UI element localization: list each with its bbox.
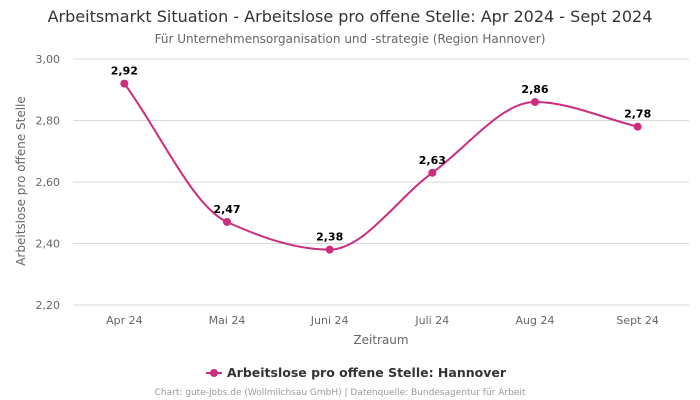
data-point[interactable] [325, 245, 334, 254]
series-line [123, 83, 638, 251]
data-label: 2,38 [316, 231, 343, 244]
x-tick-label: Juni 24 [310, 314, 349, 327]
data-point[interactable] [223, 217, 231, 226]
chart-title: Arbeitsmarkt Situation - Arbeitslose pro… [48, 7, 653, 26]
data-point[interactable] [120, 79, 129, 88]
data-label: 2,92 [111, 65, 138, 78]
series-hannover [120, 79, 642, 254]
data-point[interactable] [531, 98, 539, 107]
y-tick-label: 3,00 [36, 53, 61, 66]
x-tick-label: Juli 24 [414, 314, 449, 327]
y-axis-ticks: 2,20 2,40 2,60 2,80 3,00 [36, 53, 61, 312]
y-tick-label: 2,20 [36, 299, 61, 312]
data-label: 2,63 [419, 154, 446, 167]
legend-item-hannover[interactable]: Arbeitslose pro offene Stelle: Hannover [227, 365, 507, 380]
y-tick-label: 2,80 [36, 115, 61, 128]
data-point[interactable] [633, 122, 642, 131]
data-point[interactable] [428, 168, 437, 177]
x-tick-label: Aug 24 [516, 314, 555, 327]
x-axis-title: Zeitraum [353, 333, 408, 347]
gridlines [73, 58, 689, 306]
data-label: 2,47 [213, 203, 240, 216]
data-labels: 2,92 2,47 2,38 2,63 2,86 2,78 [111, 65, 651, 244]
legend[interactable]: Arbeitslose pro offene Stelle: Hannover [206, 365, 507, 380]
y-axis-title: Arbeitslose pro offene Stelle [14, 96, 28, 266]
x-tick-label: Mai 24 [209, 314, 246, 327]
data-label: 2,86 [521, 83, 548, 96]
chart-credits: Chart: gute-jobs.de (Wollmilchsau GmbH) … [155, 388, 526, 398]
chart-subtitle: Für Unternehmensorganisation und -strate… [155, 32, 546, 46]
y-tick-label: 2,40 [36, 238, 61, 251]
x-tick-label: Sept 24 [616, 314, 659, 327]
legend-marker-icon [210, 369, 218, 377]
x-tick-label: Apr 24 [106, 314, 143, 327]
x-axis-ticks: Apr 24 Mai 24 Juni 24 Juli 24 Aug 24 Sept 24 [106, 314, 659, 327]
y-tick-label: 2,60 [36, 176, 61, 189]
data-label: 2,78 [624, 108, 651, 121]
